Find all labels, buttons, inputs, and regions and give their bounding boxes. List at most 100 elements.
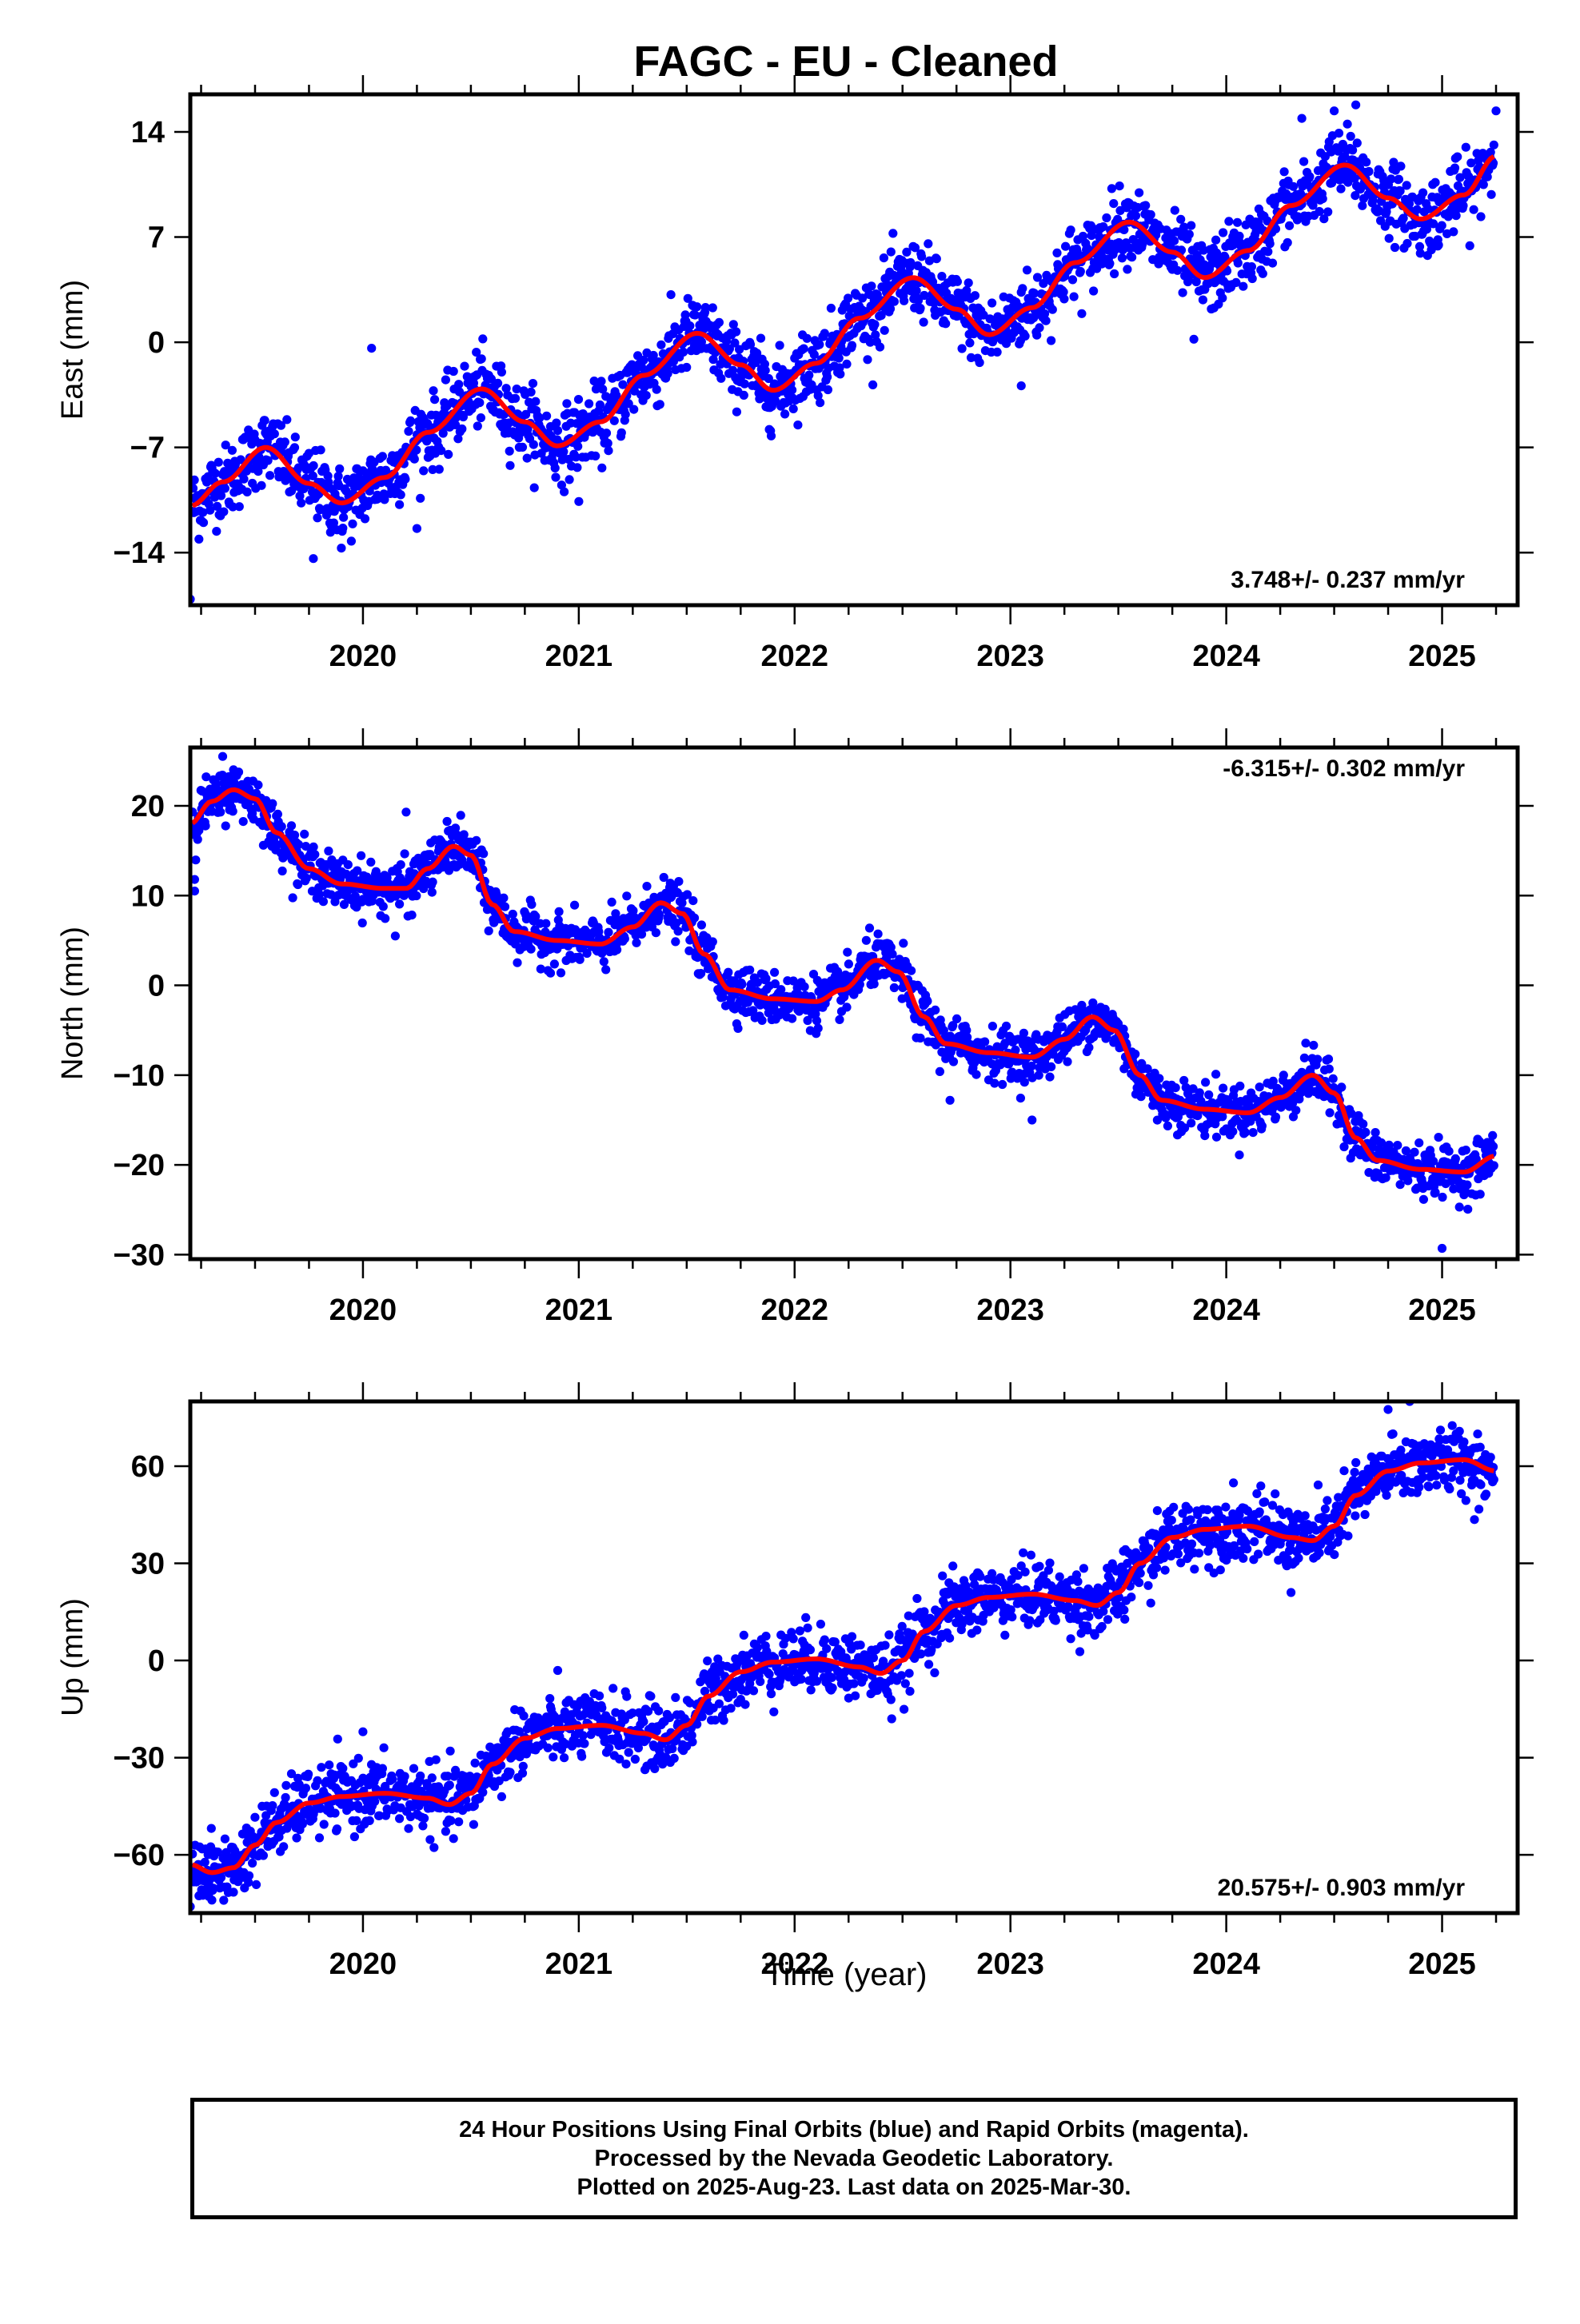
data-point <box>1285 221 1294 230</box>
data-point <box>1212 1133 1221 1142</box>
data-point <box>553 426 562 435</box>
data-point <box>530 484 539 492</box>
data-point <box>553 1666 562 1675</box>
data-point <box>313 513 321 522</box>
data-point <box>844 959 853 968</box>
data-point <box>737 980 746 989</box>
data-point <box>207 1824 216 1833</box>
data-point <box>1462 1146 1470 1154</box>
data-point <box>250 1813 259 1822</box>
data-point <box>1219 1084 1227 1093</box>
data-point <box>740 380 749 389</box>
data-point <box>259 1851 268 1860</box>
data-point <box>1279 1070 1288 1079</box>
data-point <box>1063 1057 1071 1066</box>
data-point <box>848 341 856 350</box>
data-point <box>1361 1128 1370 1137</box>
data-point <box>656 341 665 349</box>
data-point <box>379 902 388 911</box>
data-point <box>1171 206 1179 215</box>
data-point-outlier <box>946 1096 955 1105</box>
data-point <box>761 366 770 375</box>
data-point <box>591 452 600 460</box>
data-point <box>282 415 291 424</box>
data-point <box>604 446 612 455</box>
data-point <box>1235 1082 1244 1090</box>
data-point <box>988 1022 997 1030</box>
data-point <box>457 425 466 433</box>
data-point <box>1141 201 1150 209</box>
data-point <box>472 836 481 845</box>
data-point <box>281 437 289 446</box>
data-point <box>1107 184 1116 193</box>
data-point <box>1449 227 1458 236</box>
data-point <box>333 1824 341 1833</box>
data-point <box>1255 1082 1264 1091</box>
data-point <box>788 1015 796 1023</box>
data-point-outlier <box>367 344 376 353</box>
data-point <box>601 965 610 974</box>
data-point <box>416 1772 425 1780</box>
data-points-east <box>186 101 1500 604</box>
data-point <box>1035 323 1043 332</box>
data-point <box>580 1739 589 1748</box>
data-point <box>505 447 514 456</box>
data-point <box>708 303 717 312</box>
x-tick-label: 2024 <box>1192 1294 1260 1327</box>
data-point <box>401 849 409 858</box>
data-point <box>1271 1113 1280 1122</box>
data-point <box>814 1024 823 1033</box>
data-point <box>656 400 664 409</box>
data-point <box>557 968 565 977</box>
data-point <box>1470 205 1478 214</box>
data-point <box>1002 1022 1011 1030</box>
data-point <box>1059 294 1068 303</box>
data-point <box>740 391 748 400</box>
data-point <box>1179 289 1187 297</box>
data-point <box>1393 1141 1402 1150</box>
data-point <box>479 849 488 858</box>
data-point <box>843 948 852 957</box>
data-point <box>621 1760 630 1768</box>
data-point <box>1061 242 1070 251</box>
data-point <box>1185 230 1194 239</box>
data-point <box>576 955 585 964</box>
data-point <box>756 334 765 343</box>
data-point <box>596 377 605 385</box>
data-point <box>793 421 802 429</box>
data-point <box>560 1753 569 1762</box>
data-point <box>1280 167 1289 176</box>
data-point <box>920 317 928 326</box>
data-point <box>990 1078 999 1087</box>
data-point <box>803 334 812 343</box>
data-point <box>281 1781 290 1790</box>
data-point <box>221 484 229 492</box>
y-tick-label: −14 <box>114 536 165 570</box>
data-point <box>268 799 277 808</box>
data-point <box>953 277 962 286</box>
data-point <box>1224 217 1233 225</box>
data-point <box>1490 141 1498 149</box>
data-point <box>1301 1038 1310 1047</box>
data-point <box>529 379 537 388</box>
data-point <box>682 363 691 372</box>
data-point <box>541 919 550 928</box>
data-point-outlier <box>1351 101 1360 110</box>
y-tick-label: 20 <box>131 790 165 823</box>
data-point <box>703 1656 712 1665</box>
data-point <box>449 1834 458 1843</box>
data-point <box>562 399 571 408</box>
data-point <box>1171 1083 1180 1092</box>
data-point <box>1019 1029 1028 1038</box>
data-point <box>965 338 974 347</box>
data-point <box>1077 309 1086 318</box>
data-point <box>1325 1065 1334 1074</box>
data-point <box>560 488 569 496</box>
data-point <box>485 927 493 935</box>
data-point <box>1313 1054 1322 1063</box>
data-point <box>511 394 520 403</box>
data-point <box>1211 236 1220 245</box>
data-point <box>692 302 701 311</box>
